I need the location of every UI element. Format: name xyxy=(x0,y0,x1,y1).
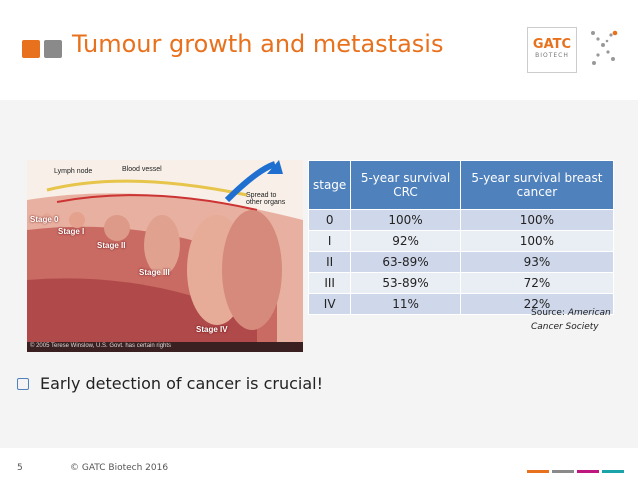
source-prefix: Source: xyxy=(531,308,565,318)
title-square xyxy=(22,40,40,58)
table-cell: 100% xyxy=(459,209,615,231)
table-cell: 53-89% xyxy=(350,272,461,294)
table-cell: 0 xyxy=(307,209,352,231)
table-row: III 53-89% 72% xyxy=(307,272,615,294)
table-row: IV 11% 22% xyxy=(307,293,615,315)
column-header: 5-year survival breast cancer xyxy=(459,160,615,210)
logo-name: GATC xyxy=(532,37,572,52)
source-text: American Cancer Society xyxy=(531,308,611,332)
survival-table: stage 5-year survival CRC 5-year survival … xyxy=(307,160,615,315)
table-cell: 72% xyxy=(459,272,615,294)
table-row: 0 100% 100% xyxy=(307,209,615,231)
bullet-marker xyxy=(17,378,29,390)
table-cell: 22% xyxy=(459,293,615,315)
column-header: 5-year survival CRC xyxy=(350,160,461,210)
stage-label: Stage III xyxy=(139,268,170,277)
table-cell: II xyxy=(307,251,352,273)
figure-label: Blood vessel xyxy=(122,166,162,173)
table-row: II 63-89% 93% xyxy=(307,251,615,273)
stage-label: Stage IV xyxy=(196,325,228,334)
table-row: I 92% 100% xyxy=(307,230,615,252)
slide-title: Tumour growth and metastasis xyxy=(72,30,444,58)
table-cell: 11% xyxy=(350,293,461,315)
footer-bar xyxy=(527,470,549,473)
stage-label: Stage II xyxy=(97,241,126,250)
title-square xyxy=(44,40,62,58)
table-cell: I xyxy=(307,230,352,252)
table-cell: 100% xyxy=(350,209,461,231)
page-number: 5 xyxy=(17,463,23,473)
figure-label: Spread to other organs xyxy=(246,192,286,206)
copyright: © GATC Biotech 2016 xyxy=(70,463,169,473)
table-cell: 92% xyxy=(350,230,461,252)
figure-label: Lymph node xyxy=(54,168,93,175)
logo-sub: BIOTECH xyxy=(535,52,569,59)
table-cell: 100% xyxy=(459,230,615,252)
footer-bar xyxy=(552,470,574,473)
figure-credit: © 2005 Terese Winslow, U.S. Govt. has ce… xyxy=(30,343,172,349)
source-note: Source: American Cancer Society xyxy=(531,306,621,334)
footer-bar xyxy=(602,470,624,473)
header-row: stage 5-year survival CRC 5-year survival … xyxy=(307,160,615,210)
table-cell: 63-89% xyxy=(350,251,461,273)
stage-label: Stage I xyxy=(58,227,85,236)
footer-bar xyxy=(577,470,599,473)
stage-label: Stage 0 xyxy=(30,215,59,224)
logo-mark xyxy=(591,30,618,65)
bullet-text: Early detection of cancer is crucial! xyxy=(40,374,323,393)
table-cell: III xyxy=(307,272,352,294)
logo: GATC BIOTECH xyxy=(527,27,577,73)
table-cell: IV xyxy=(307,293,352,315)
table-body: 0 100% 100% I 92% 100% II 63-89% 93% III 53-89% 72%… xyxy=(307,209,615,315)
table-cell: 93% xyxy=(459,251,615,273)
illustration xyxy=(27,160,303,352)
column-header: stage xyxy=(307,160,352,210)
